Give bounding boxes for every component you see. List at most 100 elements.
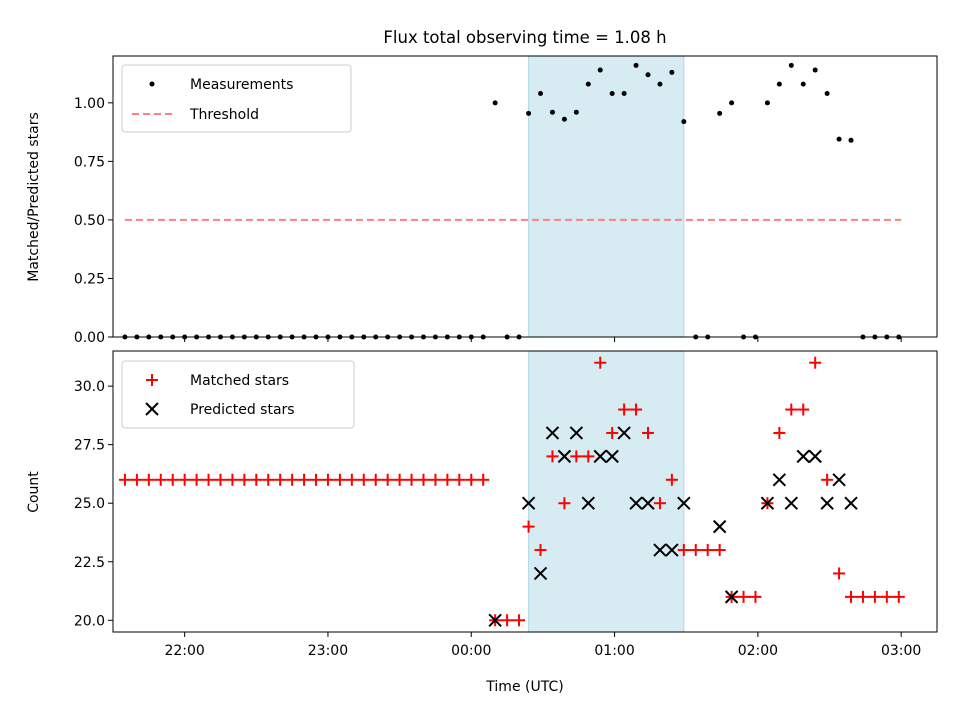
measurement-point xyxy=(848,137,854,143)
matched-star-point xyxy=(618,403,631,416)
legend-measurements-label: Measurements xyxy=(190,77,293,93)
matched-star-point xyxy=(630,403,643,416)
matched-star-point xyxy=(701,544,714,557)
predicted-star-point xyxy=(796,449,810,464)
matched-star-point xyxy=(226,473,239,486)
measurement-point xyxy=(788,62,794,68)
matched-star-point xyxy=(417,473,430,486)
chart-title: Flux total observing time = 1.08 h xyxy=(383,28,666,47)
matched-star-point xyxy=(821,473,834,486)
bottom-panel: 20.0 22.5 25.0 27.5 30.0 22:00 23:00 00:00 01:0… xyxy=(26,350,938,695)
matched-star-point xyxy=(642,426,655,439)
matched-star-point xyxy=(250,473,263,486)
legend-threshold-label: Threshold xyxy=(189,107,259,123)
measurement-point xyxy=(609,90,615,96)
top-y-tick-label: 0.50 xyxy=(74,213,105,229)
matched-star-point xyxy=(880,590,893,603)
measurement-point xyxy=(645,72,651,78)
predicted-star-point xyxy=(581,496,595,510)
measurement-point xyxy=(585,81,591,87)
predicted-star-point xyxy=(724,590,739,604)
top-panel: 0.00 0.25 0.50 0.75 1.00 Matched/Predicted s… xyxy=(26,55,938,346)
matched-star-point xyxy=(369,473,382,486)
measurement-point xyxy=(657,81,663,87)
predicted-star-point xyxy=(832,473,846,487)
bottom-legend-frame xyxy=(121,360,355,429)
matched-star-point xyxy=(166,473,179,486)
matched-star-point xyxy=(477,473,490,486)
bottom-y-tick-label: 27.5 xyxy=(74,438,105,454)
matched-star-point xyxy=(653,497,666,510)
matched-star-point xyxy=(310,473,323,486)
matched-star-point xyxy=(785,403,798,416)
x-tick-label: 22:00 xyxy=(164,643,204,659)
measurement-point xyxy=(633,62,639,68)
measurement-point xyxy=(812,67,818,73)
measurement-point xyxy=(717,110,723,116)
matched-star-point xyxy=(357,473,370,486)
predicted-star-point xyxy=(617,426,631,440)
top-legend-frame xyxy=(121,64,352,133)
x-tick-label: 01:00 xyxy=(594,643,634,659)
matched-star-point xyxy=(809,356,822,369)
matched-star-point xyxy=(274,473,287,486)
matched-star-point xyxy=(582,450,595,463)
predicted-star-point xyxy=(772,473,787,487)
matched-star-point xyxy=(405,473,418,486)
measurement-point xyxy=(597,67,603,73)
matched-star-point xyxy=(238,473,251,486)
top-axes-frame xyxy=(112,55,938,338)
predicted-star-point xyxy=(521,496,536,510)
matched-star-point xyxy=(737,590,750,603)
matched-star-point xyxy=(892,590,905,603)
matched-star-point xyxy=(321,473,334,486)
matched-star-point xyxy=(441,473,454,486)
legend-matched-marker xyxy=(146,374,158,386)
matched-star-point xyxy=(142,473,155,486)
predicted-star-point xyxy=(808,449,822,464)
matched-star-point xyxy=(298,473,311,486)
matched-star-point xyxy=(393,473,406,486)
measurement-point xyxy=(549,109,555,115)
x-tick-label: 00:00 xyxy=(451,643,491,659)
matched-star-point xyxy=(345,473,358,486)
measurement-point xyxy=(492,100,498,106)
legend-predicted-marker xyxy=(145,402,159,416)
predicted-star-point xyxy=(820,496,834,510)
predicted-star-point xyxy=(557,449,572,464)
matched-star-point xyxy=(773,426,786,439)
matched-star-point xyxy=(845,590,858,603)
matched-star-point xyxy=(689,544,702,557)
matched-star-point xyxy=(501,614,514,627)
matched-star-point xyxy=(381,473,394,486)
measurement-point xyxy=(836,136,842,142)
predicted-star-point xyxy=(677,496,691,510)
measurement-point xyxy=(561,116,567,122)
matched-star-point xyxy=(286,473,299,486)
matched-star-point xyxy=(749,590,762,603)
matched-star-point xyxy=(677,544,690,557)
measurement-point xyxy=(824,90,830,96)
matched-star-point xyxy=(665,473,678,486)
predicted-star-point xyxy=(488,613,502,627)
predicted-star-point xyxy=(593,449,607,464)
measurement-point xyxy=(729,100,735,106)
matched-star-point xyxy=(333,473,346,486)
measurement-point xyxy=(681,119,687,125)
observing-span-top xyxy=(528,55,685,338)
measurement-point xyxy=(538,90,544,96)
predicted-star-point xyxy=(844,496,858,510)
bottom-y-axis-label: Count xyxy=(26,471,42,513)
bottom-y-tick-label: 30.0 xyxy=(74,379,105,395)
top-y-tick-label: 0.75 xyxy=(74,154,105,170)
legend-matched-label: Matched stars xyxy=(190,373,289,389)
predicted-star-point xyxy=(641,496,655,510)
matched-star-point xyxy=(558,497,571,510)
measurement-point xyxy=(776,81,782,87)
measurement-point xyxy=(573,109,579,115)
matched-star-point xyxy=(429,473,442,486)
legend-predicted-label: Predicted stars xyxy=(190,402,295,418)
top-legend: Measurements Threshold xyxy=(121,64,352,133)
predicted-star-point xyxy=(653,543,667,557)
